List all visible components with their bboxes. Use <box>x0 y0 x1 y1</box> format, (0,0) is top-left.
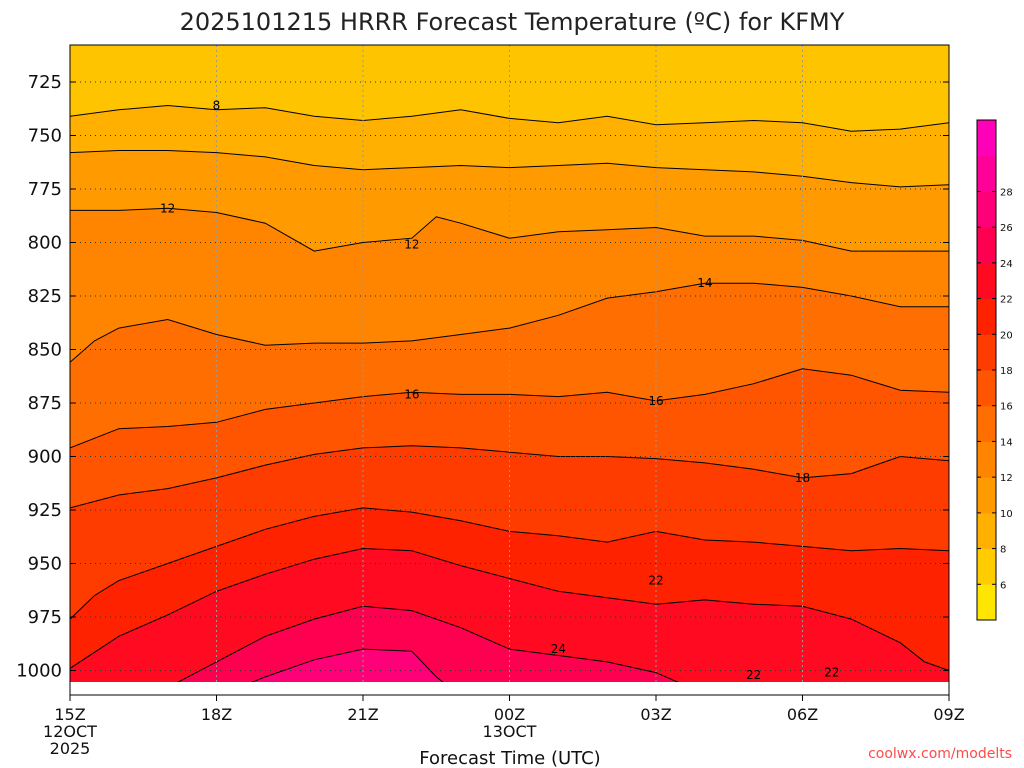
contour-line-18 <box>70 445 949 509</box>
contour-label: 16 <box>648 394 663 408</box>
y-tick-label: 875 <box>28 393 62 414</box>
y-tick-label: 950 <box>28 554 62 575</box>
contour-line-14 <box>70 282 949 363</box>
colorbar-tick-label: 16 <box>1000 402 1013 413</box>
contour-line-26 <box>251 648 444 682</box>
contour-lines <box>70 104 949 682</box>
y-tick-label: 800 <box>28 233 62 254</box>
colorbar-segment <box>977 262 996 300</box>
x-tick-label-line: 09Z <box>933 705 964 724</box>
colorbar-segment <box>977 227 996 264</box>
colorbar-segment <box>977 370 996 407</box>
colorbar-segment <box>977 584 996 621</box>
contour-line-22 <box>70 547 949 671</box>
colorbar-segment <box>977 477 996 514</box>
colorbar-tick-label: 26 <box>1000 223 1013 234</box>
contour-label: 22 <box>824 666 839 680</box>
colorbar: 6 8 10 12 14 16 18 20 22 24 26 28 <box>976 119 1013 621</box>
x-tick-label: 15Z 12OCT 2025 <box>43 705 97 758</box>
grid-lines <box>70 45 949 682</box>
y-tick-label: 900 <box>28 447 62 468</box>
ground-surface <box>70 683 949 696</box>
colorbar-tick-label: 12 <box>1000 473 1013 484</box>
colorbar-tick-label: 28 <box>1000 187 1013 198</box>
colorbar-tick-label: 18 <box>1000 366 1013 377</box>
contour-fill-24 <box>178 606 678 682</box>
y-axis: 725 750 775 800 825 850 875 900 925 950 975 1000 <box>16 72 949 682</box>
contour-label: 22 <box>746 668 761 682</box>
x-tick-label-line: 13OCT <box>483 722 537 741</box>
x-tick-label: 00Z 13OCT <box>483 705 537 741</box>
contour-label: 12 <box>404 238 419 252</box>
y-tick-label: 825 <box>28 286 62 307</box>
x-tick-label-line: 12OCT <box>43 722 97 741</box>
colorbar-tick-label: 14 <box>1000 437 1013 448</box>
x-tick-label-line: 15Z <box>54 705 85 724</box>
colorbar-segment <box>977 298 996 335</box>
chart-title: 2025101215 HRRR Forecast Temperature (ºC… <box>180 8 845 36</box>
contour-fills <box>70 105 949 682</box>
y-tick-label: 925 <box>28 500 62 521</box>
contour-labels: 8 12 12 14 16 16 18 22 24 22 22 <box>160 99 839 682</box>
x-tick-label-line: 00Z <box>494 705 525 724</box>
colorbar-segment <box>977 405 996 442</box>
y-tick-label: 750 <box>28 126 62 147</box>
x-tick-label: 21Z <box>347 705 378 724</box>
colorbar-segment <box>977 548 996 585</box>
credit-text: coolwx.com/modelts <box>868 746 1012 762</box>
colorbar-segment <box>977 512 996 550</box>
x-tick-label: 03Z <box>640 705 671 724</box>
y-tick-label: 850 <box>28 340 62 361</box>
x-tick-label-line: 18Z <box>201 705 232 724</box>
colorbar-tick-label: 6 <box>1000 580 1006 591</box>
x-tick-label: 06Z <box>787 705 818 724</box>
contour-label: 12 <box>160 201 175 215</box>
colorbar-tick-label: 22 <box>1000 295 1013 306</box>
contour-label: 18 <box>795 471 810 485</box>
y-tick-label: 975 <box>28 607 62 628</box>
x-tick-label-line: 03Z <box>640 705 671 724</box>
colorbar-segment <box>977 191 996 228</box>
x-tick-label-line: 2025 <box>50 739 91 758</box>
colorbar-segment <box>977 334 996 371</box>
x-tick-label: 09Z <box>933 705 964 724</box>
contour-label: 16 <box>404 387 419 401</box>
y-tick-label: 775 <box>28 179 62 200</box>
contour-label: 14 <box>697 276 712 290</box>
colorbar-segment <box>977 441 996 478</box>
contour-fill-26 <box>252 649 443 682</box>
colorbar-segment <box>977 120 996 157</box>
contour-line-20 <box>70 507 949 620</box>
contour-line-8 <box>70 104 949 132</box>
contour-line-24 <box>177 605 679 682</box>
colorbar-segment <box>977 155 996 192</box>
plot-area: 8 12 12 14 16 16 18 22 24 22 22 <box>70 45 949 696</box>
x-axis-label: Forecast Time (UTC) <box>419 748 600 768</box>
contour-label: 24 <box>551 642 566 656</box>
x-tick-label-line: 06Z <box>787 705 818 724</box>
colorbar-tick-label: 8 <box>1000 545 1006 556</box>
colorbar-tick-label: 24 <box>1000 259 1013 270</box>
y-tick-label: 725 <box>28 72 62 93</box>
x-axis: 15Z 12OCT 2025 18Z 21Z 00Z 13OCT 03Z 06Z 09Z <box>43 695 965 758</box>
contour-label: 22 <box>648 574 663 588</box>
x-tick-label: 18Z <box>201 705 232 724</box>
contour-line-16 <box>70 368 949 449</box>
contour-label: 8 <box>213 99 221 113</box>
colorbar-tick-label: 20 <box>1000 330 1013 341</box>
x-tick-label-line: 21Z <box>347 705 378 724</box>
colorbar-tick-label: 10 <box>1000 509 1013 520</box>
y-tick-label: 1000 <box>16 661 62 682</box>
contour-line-12 <box>70 207 949 252</box>
